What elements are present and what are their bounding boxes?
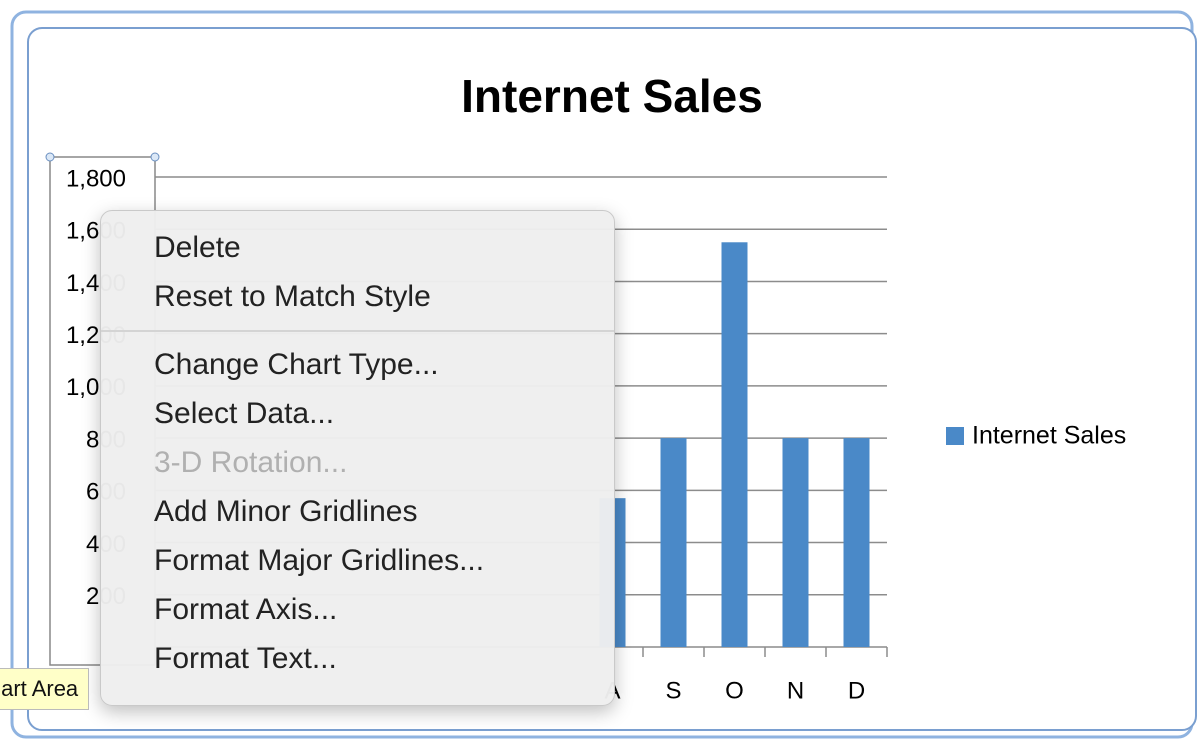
x-tick-label: S (665, 677, 681, 704)
menu-item[interactable]: Format Major Gridlines... (154, 544, 485, 577)
x-tick-label: D (848, 677, 865, 704)
menu-item[interactable]: Select Data... (154, 397, 335, 430)
menu-item[interactable]: Format Axis... (154, 593, 338, 626)
legend-label: Internet Sales (972, 422, 1126, 450)
x-tick-label: N (787, 677, 804, 704)
menu-item: 3-D Rotation... (154, 446, 348, 479)
bar (660, 438, 687, 647)
bar (721, 242, 748, 647)
x-tick-label: O (725, 677, 744, 704)
bar (782, 438, 809, 647)
menu-item[interactable]: Reset to Match Style (154, 280, 431, 313)
menu-item[interactable]: Format Text... (154, 642, 337, 675)
y-tick-label: 1,800 (66, 165, 126, 192)
menu-item[interactable]: Change Chart Type... (154, 348, 439, 381)
menu-separator (101, 330, 614, 332)
handle (150, 152, 160, 162)
legend-swatch (946, 427, 964, 445)
chart-title: Internet Sales (461, 70, 763, 122)
handle (45, 152, 55, 162)
menu-item[interactable]: Delete (154, 231, 241, 264)
menu-item[interactable]: Add Minor Gridlines (154, 495, 418, 528)
tooltip: Chart Area (0, 668, 90, 710)
bar (843, 438, 870, 647)
context-menu: Delete Reset to Match Style Change Chart T… (100, 210, 615, 706)
